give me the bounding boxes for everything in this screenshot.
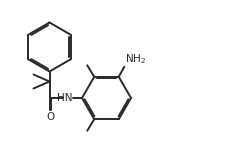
Text: NH$_2$: NH$_2$: [125, 52, 146, 66]
Text: O: O: [46, 112, 55, 122]
Text: HN: HN: [57, 93, 73, 103]
